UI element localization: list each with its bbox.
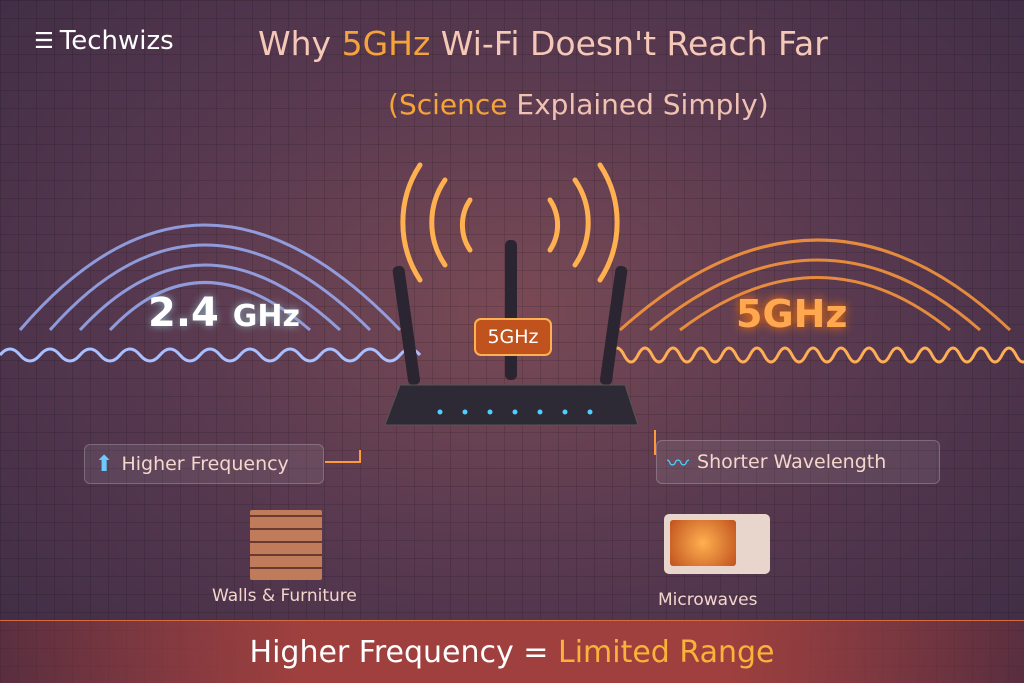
card-higher-frequency: ⬆ Higher Frequency (84, 444, 324, 484)
caption-microwaves: Microwaves (658, 590, 758, 610)
label-5ghz: 5GHz (736, 292, 848, 336)
waveform-icon: 〰 (667, 452, 690, 477)
microwave-icon (664, 514, 770, 574)
brand-name: Techwizs (59, 26, 174, 56)
caption-walls: Walls & Furniture (212, 586, 357, 606)
wave-arcs-5ghz (618, 238, 1012, 332)
card-label: Shorter Wavelength (697, 451, 887, 473)
wave-arcs-24ghz (18, 223, 402, 332)
brand-logo: ☰ Techwizs (34, 26, 174, 56)
sine-wave-5ghz (608, 346, 1024, 364)
router-badge: 5GHz (474, 318, 552, 356)
card-label: Higher Frequency (121, 453, 289, 475)
router-signal-icon (400, 162, 620, 283)
conclusion-banner: Higher Frequency = Limited Range (0, 620, 1024, 683)
page-title: Why 5GHz Wi-Fi Doesn't Reach Far (258, 24, 828, 63)
logo-icon: ☰ (34, 28, 54, 54)
brick-wall-icon (250, 510, 322, 580)
page-subtitle: (Science Explained Simply) (388, 88, 769, 121)
card-shorter-wavelength: 〰 Shorter Wavelength (656, 440, 940, 484)
label-24ghz: 2.4 GHz (148, 290, 300, 336)
sine-wave-24ghz (0, 347, 422, 363)
arrow-up-icon: ⬆ (95, 451, 114, 477)
